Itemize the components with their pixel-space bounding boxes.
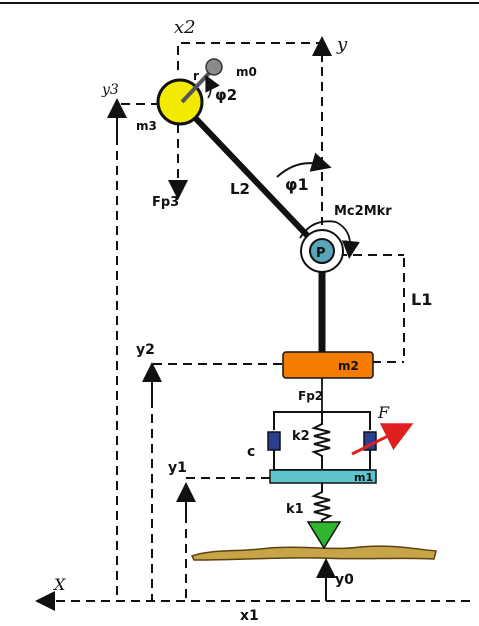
y1-line — [185, 477, 270, 601]
k2-label: k2 — [292, 429, 310, 444]
x1-label: x1 — [240, 608, 259, 624]
spring-k1 — [311, 483, 333, 522]
y1-label: y1 — [168, 460, 187, 476]
fp3-label: Fp3 — [152, 195, 179, 210]
ground-surface — [190, 545, 437, 561]
m0-label: m0 — [236, 65, 257, 79]
moments-label: Mc2Mkr — [334, 204, 392, 219]
phi2-label: φ2 — [215, 86, 237, 104]
moment-arc — [299, 220, 360, 259]
y3-label: y3 — [101, 82, 119, 98]
x2-label: x2 — [174, 17, 196, 38]
phi2-arc — [205, 74, 220, 99]
pivot-p — [309, 238, 335, 264]
y0-label: y0 — [335, 572, 354, 588]
spring-k2 — [311, 412, 331, 470]
k1-label: k1 — [286, 502, 304, 517]
x2-y-frame — [177, 42, 323, 225]
fp2-label: Fp2 — [298, 389, 323, 403]
mass-m0 — [205, 58, 223, 76]
phi1-label: φ1 — [285, 175, 309, 194]
l2-label: L2 — [230, 180, 250, 198]
y-top-label: y — [336, 34, 348, 55]
pivot-label: P — [316, 246, 326, 261]
m2-label: m2 — [338, 359, 359, 373]
y2-line — [151, 363, 282, 601]
arm-l2 — [179, 101, 325, 254]
m1-label: m1 — [354, 471, 373, 484]
force-label: F — [377, 403, 390, 422]
mass-m2 — [282, 351, 374, 379]
x-axis-label: X — [52, 575, 66, 594]
m3-label: m3 — [136, 119, 157, 133]
damper-c-left — [267, 431, 281, 451]
c-label: c — [247, 444, 255, 460]
contact-wheel — [306, 521, 342, 550]
l1-label: L1 — [411, 290, 432, 309]
r-label: r — [193, 69, 199, 83]
phi1-arc — [276, 152, 332, 178]
y2-label: y2 — [136, 342, 155, 358]
force-arrow — [351, 423, 414, 456]
